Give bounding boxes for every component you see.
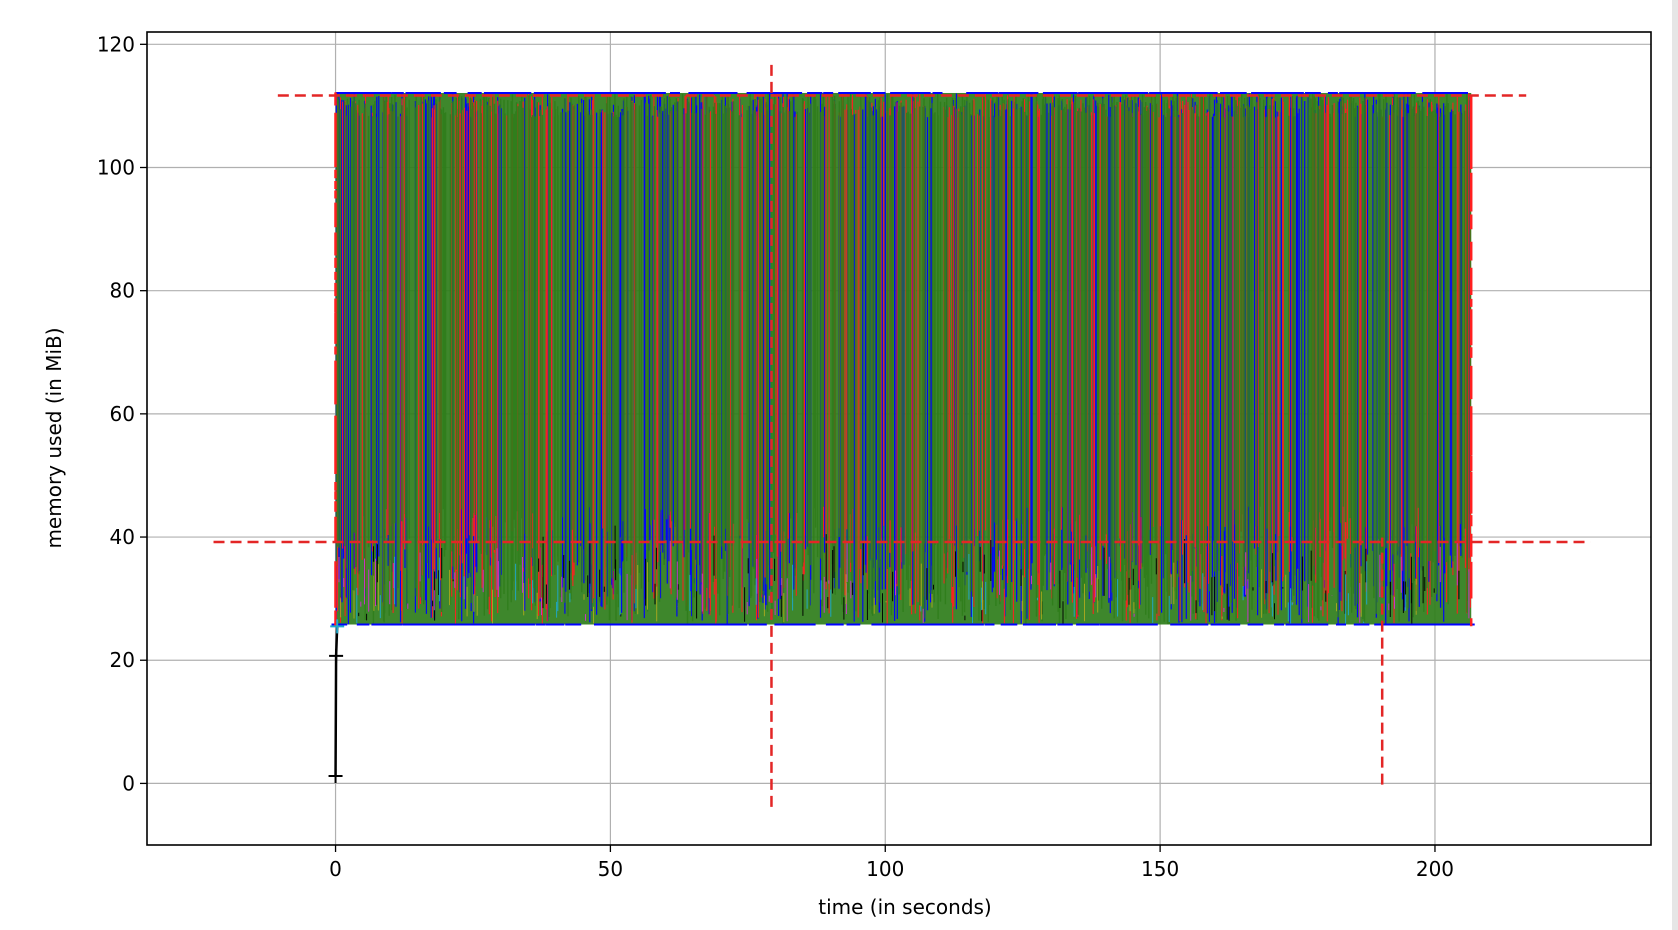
y-axis-label: memory used (in MiB) [42,327,66,548]
y-tick-label: 20 [110,648,135,672]
y-tick-label: 0 [122,771,135,795]
x-axis: 0 50 100 150 200 [329,845,1454,881]
y-tick-label: 40 [110,525,135,549]
axes-frame [146,31,1652,846]
series-trace [335,93,1472,625]
series-trace [338,540,1470,623]
x-tick-label: 200 [1416,857,1454,881]
x-tick-label: 100 [866,857,904,881]
plot-data-area [331,92,1475,627]
reference-lines [213,59,1591,807]
y-axis: 0 20 40 60 80 100 120 [97,32,147,795]
y-tick-label: 60 [110,402,135,426]
series-trace [356,554,1407,625]
startup-marker [328,769,343,784]
startup-marker [330,619,345,634]
x-tick-label: 150 [1141,857,1179,881]
series-trace [340,561,1417,624]
startup-marker [329,648,344,663]
x-tick-label: 0 [329,857,342,881]
x-axis-label: time (in seconds) [818,895,992,919]
x-tick-label: 50 [598,857,623,881]
y-tick-label: 80 [110,279,135,303]
y-tick-label: 120 [97,32,135,56]
window-edge [1672,0,1678,930]
startup-trace [328,619,345,784]
y-tick-label: 100 [97,156,135,180]
series-trace [358,525,1460,625]
